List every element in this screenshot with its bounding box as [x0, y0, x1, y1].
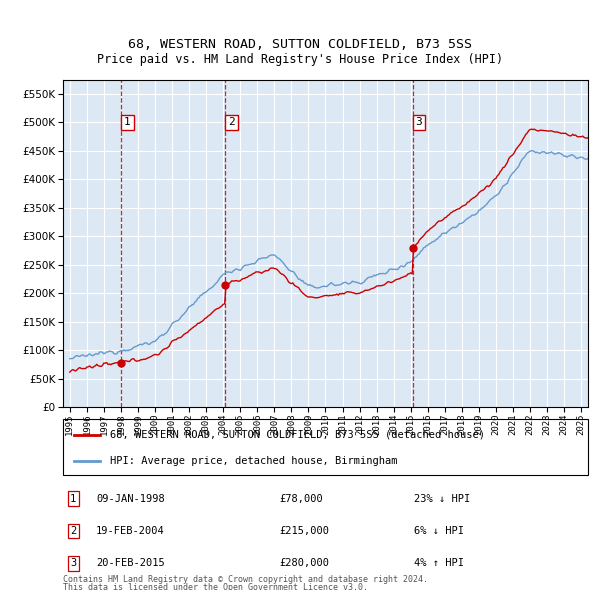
Text: 3: 3	[70, 559, 76, 568]
Text: £78,000: £78,000	[279, 494, 323, 503]
Text: £280,000: £280,000	[279, 559, 329, 568]
Text: 20-FEB-2015: 20-FEB-2015	[96, 559, 165, 568]
Text: 1: 1	[124, 117, 131, 127]
Text: Price paid vs. HM Land Registry's House Price Index (HPI): Price paid vs. HM Land Registry's House …	[97, 53, 503, 65]
Text: Contains HM Land Registry data © Crown copyright and database right 2024.: Contains HM Land Registry data © Crown c…	[63, 575, 428, 584]
Text: 6% ↓ HPI: 6% ↓ HPI	[414, 526, 464, 536]
Text: HPI: Average price, detached house, Birmingham: HPI: Average price, detached house, Birm…	[110, 456, 398, 466]
Text: 2: 2	[70, 526, 76, 536]
Text: 1: 1	[70, 494, 76, 503]
Text: 68, WESTERN ROAD, SUTTON COLDFIELD, B73 5SS (detached house): 68, WESTERN ROAD, SUTTON COLDFIELD, B73 …	[110, 430, 485, 440]
Text: 4% ↑ HPI: 4% ↑ HPI	[414, 559, 464, 568]
Text: 19-FEB-2004: 19-FEB-2004	[96, 526, 165, 536]
Text: 68, WESTERN ROAD, SUTTON COLDFIELD, B73 5SS: 68, WESTERN ROAD, SUTTON COLDFIELD, B73 …	[128, 38, 472, 51]
Text: 3: 3	[415, 117, 422, 127]
Text: 09-JAN-1998: 09-JAN-1998	[96, 494, 165, 503]
Text: £215,000: £215,000	[279, 526, 329, 536]
Text: 23% ↓ HPI: 23% ↓ HPI	[414, 494, 470, 503]
Text: 2: 2	[228, 117, 235, 127]
Text: This data is licensed under the Open Government Licence v3.0.: This data is licensed under the Open Gov…	[63, 583, 368, 590]
